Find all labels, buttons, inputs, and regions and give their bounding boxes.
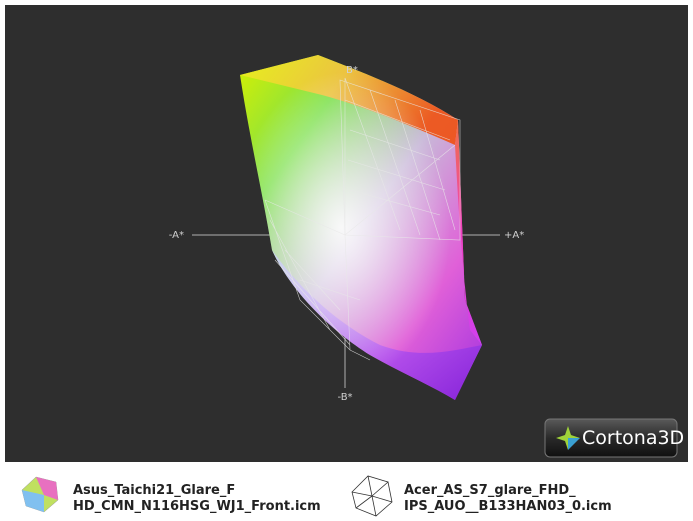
logo-text: Cortona3D xyxy=(582,427,684,449)
legend-text: IPS_AUO__B133HAN03_0.icm xyxy=(404,499,612,514)
gamut-wireframe xyxy=(264,77,461,361)
axis-label: +A* xyxy=(504,230,524,241)
logo[interactable]: Cortona3D xyxy=(544,418,684,458)
legend-text: Acer_AS_S7_glare_FHD_ xyxy=(404,483,576,498)
legend-item: Asus_Taichi21_Glare_F HD_CMN_N116HSG_WJ1… xyxy=(21,476,321,514)
axis-label: B* xyxy=(346,65,358,76)
legend-text: HD_CMN_N116HSG_WJ1_Front.icm xyxy=(73,499,321,514)
axis-label: -B* xyxy=(337,392,352,403)
legend-text: Asus_Taichi21_Glare_F xyxy=(73,483,235,498)
gamut-solid xyxy=(240,55,482,400)
axis-label: -A* xyxy=(169,230,184,241)
legend-item: Acer_AS_S7_glare_FHD_ IPS_AUO__B133HAN03… xyxy=(351,475,612,517)
